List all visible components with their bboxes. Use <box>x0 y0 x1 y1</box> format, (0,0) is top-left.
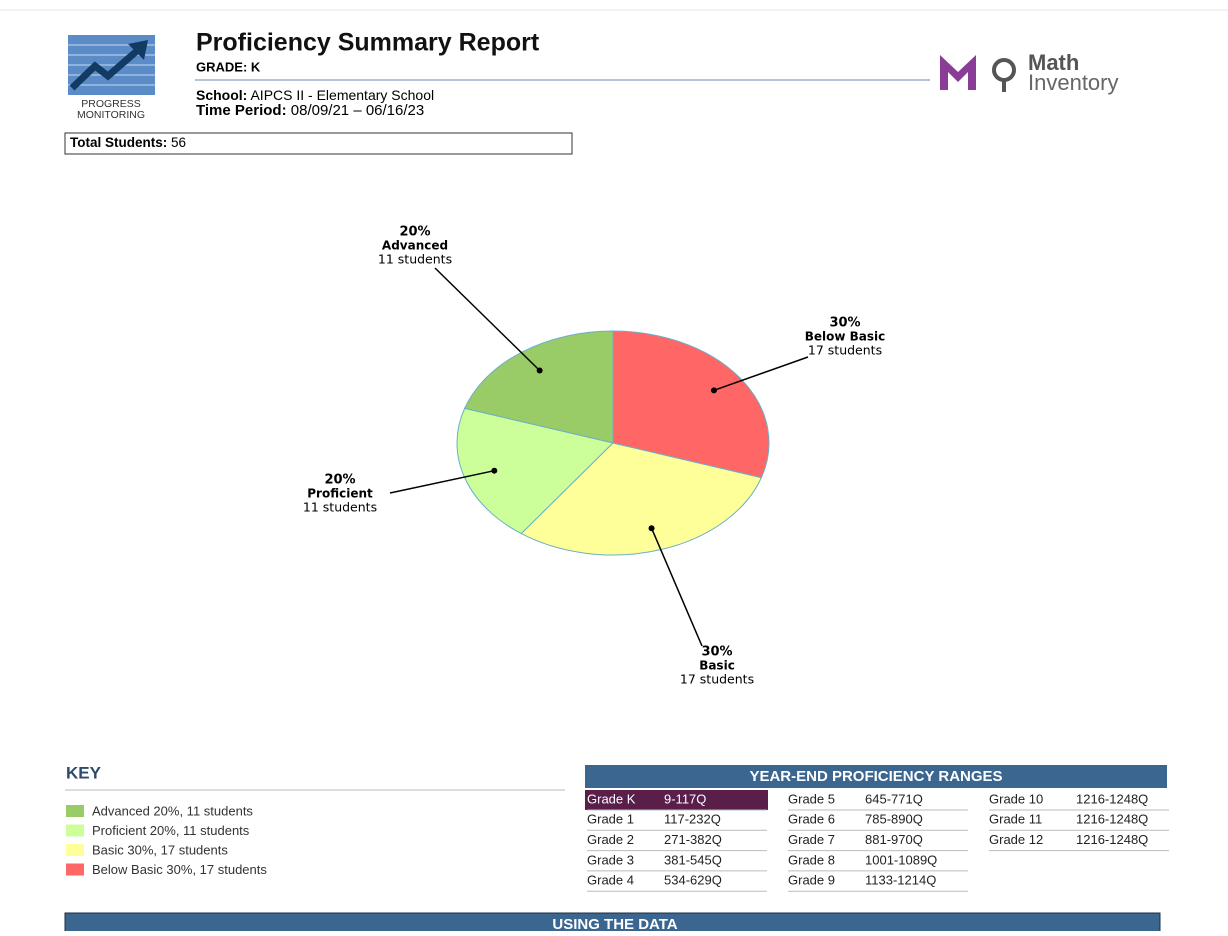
slice-count: 17 students <box>808 343 882 358</box>
slice-name: Advanced <box>382 239 448 253</box>
leader-dot <box>648 525 655 532</box>
footer-title: USING THE DATA <box>552 916 677 931</box>
period: Time Period: 08/09/21 – 06/16/23 <box>196 102 424 119</box>
range: 381-545Q <box>664 852 722 867</box>
total: Total Students: 56 <box>70 135 186 150</box>
range: 785-890Q <box>865 812 923 827</box>
grade: Grade 5 <box>788 791 835 806</box>
brand-bottom: Inventory <box>1028 70 1119 95</box>
range: 1216-1248Q <box>1076 832 1148 847</box>
range: 1133-1214Q <box>865 873 936 888</box>
grade: Grade 8 <box>788 852 835 867</box>
slice-percent: 20% <box>324 473 355 488</box>
range: 1001-1089Q <box>865 852 937 867</box>
grade: Grade 10 <box>989 791 1043 806</box>
leader-line <box>434 267 541 372</box>
brand-logo <box>940 55 1016 92</box>
range: 117-232Q <box>664 812 721 827</box>
key-item: Advanced 20%, 11 students <box>92 803 253 818</box>
slice-count: 11 students <box>303 500 377 515</box>
key-swatch <box>66 805 84 817</box>
slice-name: Proficient <box>307 487 373 501</box>
slice-count: 17 students <box>680 672 754 687</box>
key-item: Below Basic 30%, 17 students <box>92 862 267 877</box>
leader-dot <box>710 387 717 394</box>
leader-line <box>389 469 495 494</box>
grade: Grade 11 <box>989 812 1042 827</box>
range: 881-970Q <box>865 832 923 847</box>
leader-line <box>713 356 809 392</box>
slice-name: Below Basic <box>805 330 886 344</box>
slice-name: Basic <box>699 659 735 673</box>
key-swatch <box>66 863 84 876</box>
brand-top: Math <box>1028 50 1079 75</box>
key-swatch <box>66 824 84 837</box>
range: 1216-1248Q <box>1076 791 1148 806</box>
total-box <box>64 132 573 155</box>
grade: Grade 4 <box>587 873 634 888</box>
key: Advanced 20%, 11 students Proficient 20%,… <box>66 803 267 877</box>
key-item: Basic 30%, 17 students <box>92 842 228 857</box>
pie-slice <box>612 330 770 479</box>
school-value: AIPCS II - Elementary School <box>250 87 434 103</box>
highlight-cell <box>585 790 768 810</box>
grade: Grade 9 <box>788 873 835 888</box>
ranges-title: YEAR-END PROFICIENCY RANGES <box>749 768 1002 785</box>
leader-dot <box>491 467 498 474</box>
grade: Grade 12 <box>989 832 1043 847</box>
total-value: 56 <box>171 135 186 150</box>
grade: Grade 6 <box>788 812 835 827</box>
grade: Grade 3 <box>587 852 634 867</box>
grade: Grade 7 <box>788 832 835 847</box>
range: 1216-1248Q <box>1076 812 1148 827</box>
school: School: AIPCS II - Elementary School <box>196 87 434 103</box>
grade: Grade 1 <box>587 812 634 827</box>
leader-dot <box>536 367 543 374</box>
report-title: Proficiency Summary Report <box>196 29 540 57</box>
slice-count: 11 students <box>378 252 452 267</box>
range: 645-771Q <box>865 791 923 806</box>
slice-percent: 30% <box>701 645 732 660</box>
range: 9-117Q <box>664 791 706 806</box>
badge-line1: PROGRESS MONITORING <box>77 98 145 121</box>
ranges-table: Grade K 9-117Q Grade 1 117-232Q Grade 2 271-3… <box>585 790 1169 892</box>
school-label: School: <box>196 87 247 103</box>
key-title: KEY <box>66 763 102 782</box>
slice-percent: 20% <box>399 225 430 240</box>
period-value: 08/09/21 – 06/16/23 <box>291 102 424 119</box>
progress-badge <box>68 35 155 95</box>
period-label: Time Period: <box>196 102 287 119</box>
slice-percent: 30% <box>829 316 860 331</box>
range: 271-382Q <box>664 832 722 847</box>
grade: Grade 2 <box>587 832 634 847</box>
leader-line <box>650 527 703 647</box>
grade: GRADE: K <box>196 59 261 74</box>
total-label: Total Students: <box>70 135 167 150</box>
key-swatch <box>66 844 84 856</box>
ranges-header <box>585 765 1167 788</box>
grade: Grade K <box>587 791 636 806</box>
key-item: Proficient 20%, 11 students <box>92 823 250 838</box>
range: 534-629Q <box>664 873 722 888</box>
